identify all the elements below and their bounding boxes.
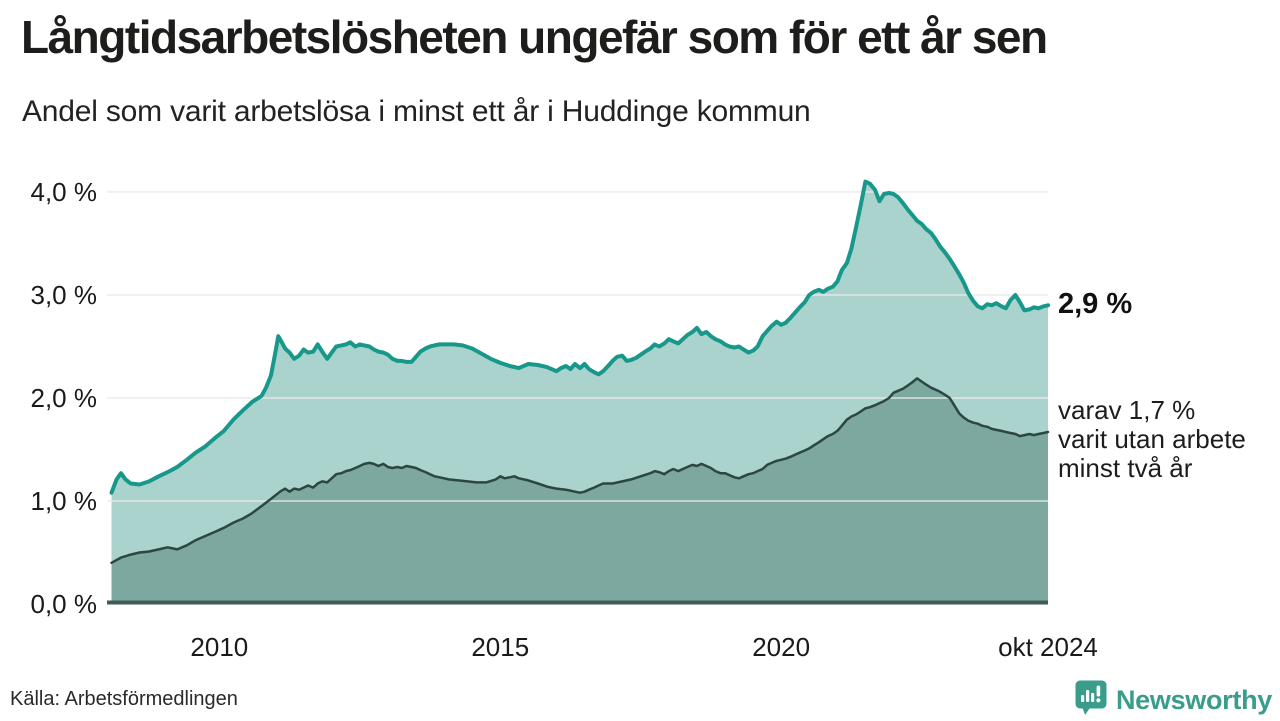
- newsworthy-wordmark: Newsworthy: [1115, 684, 1272, 715]
- y-axis-tick-label: 3,0 %: [30, 279, 98, 310]
- x-axis-tick-label: 2020: [752, 632, 811, 662]
- page-subtitle: Andel som varit arbetslösa i minst ett å…: [22, 95, 811, 128]
- newsworthy-chart-bubble-icon: [1074, 679, 1108, 721]
- newsworthy-logo: Newsworthy: [1074, 679, 1272, 721]
- secondary-series-label-line: varit utan arbete: [1058, 424, 1246, 454]
- x-axis-tick-label: 2015: [471, 632, 530, 662]
- page-title: Långtidsarbetslösheten ungefär som för e…: [21, 11, 1048, 63]
- x-axis-line: [107, 600, 1048, 605]
- x-axis-tick-label: okt 2024: [998, 632, 1098, 662]
- series-line-one-year: [109, 179, 1050, 495]
- series-line-two-years: [110, 377, 1050, 565]
- series-area-two-years: [111, 378, 1048, 604]
- y-axis-tick-label: 0,0 %: [30, 589, 98, 619]
- source-text: Källa: Arbetsförmedlingen: [10, 688, 238, 710]
- y-axis-tick-label: 1,0 %: [30, 485, 98, 516]
- secondary-series-label-line: varav 1,7 %: [1058, 395, 1196, 425]
- y-axis-tick-label: 4,0 %: [30, 176, 98, 207]
- secondary-series-label-line: minst två år: [1058, 453, 1193, 483]
- end-value-label: 2,9 %: [1058, 288, 1133, 320]
- secondary-series-label: varav 1,7 % varit utan arbete minst två …: [1058, 396, 1246, 483]
- x-axis-tick-label: 2010: [190, 632, 249, 662]
- y-axis-tick-label: 2,0 %: [30, 382, 98, 413]
